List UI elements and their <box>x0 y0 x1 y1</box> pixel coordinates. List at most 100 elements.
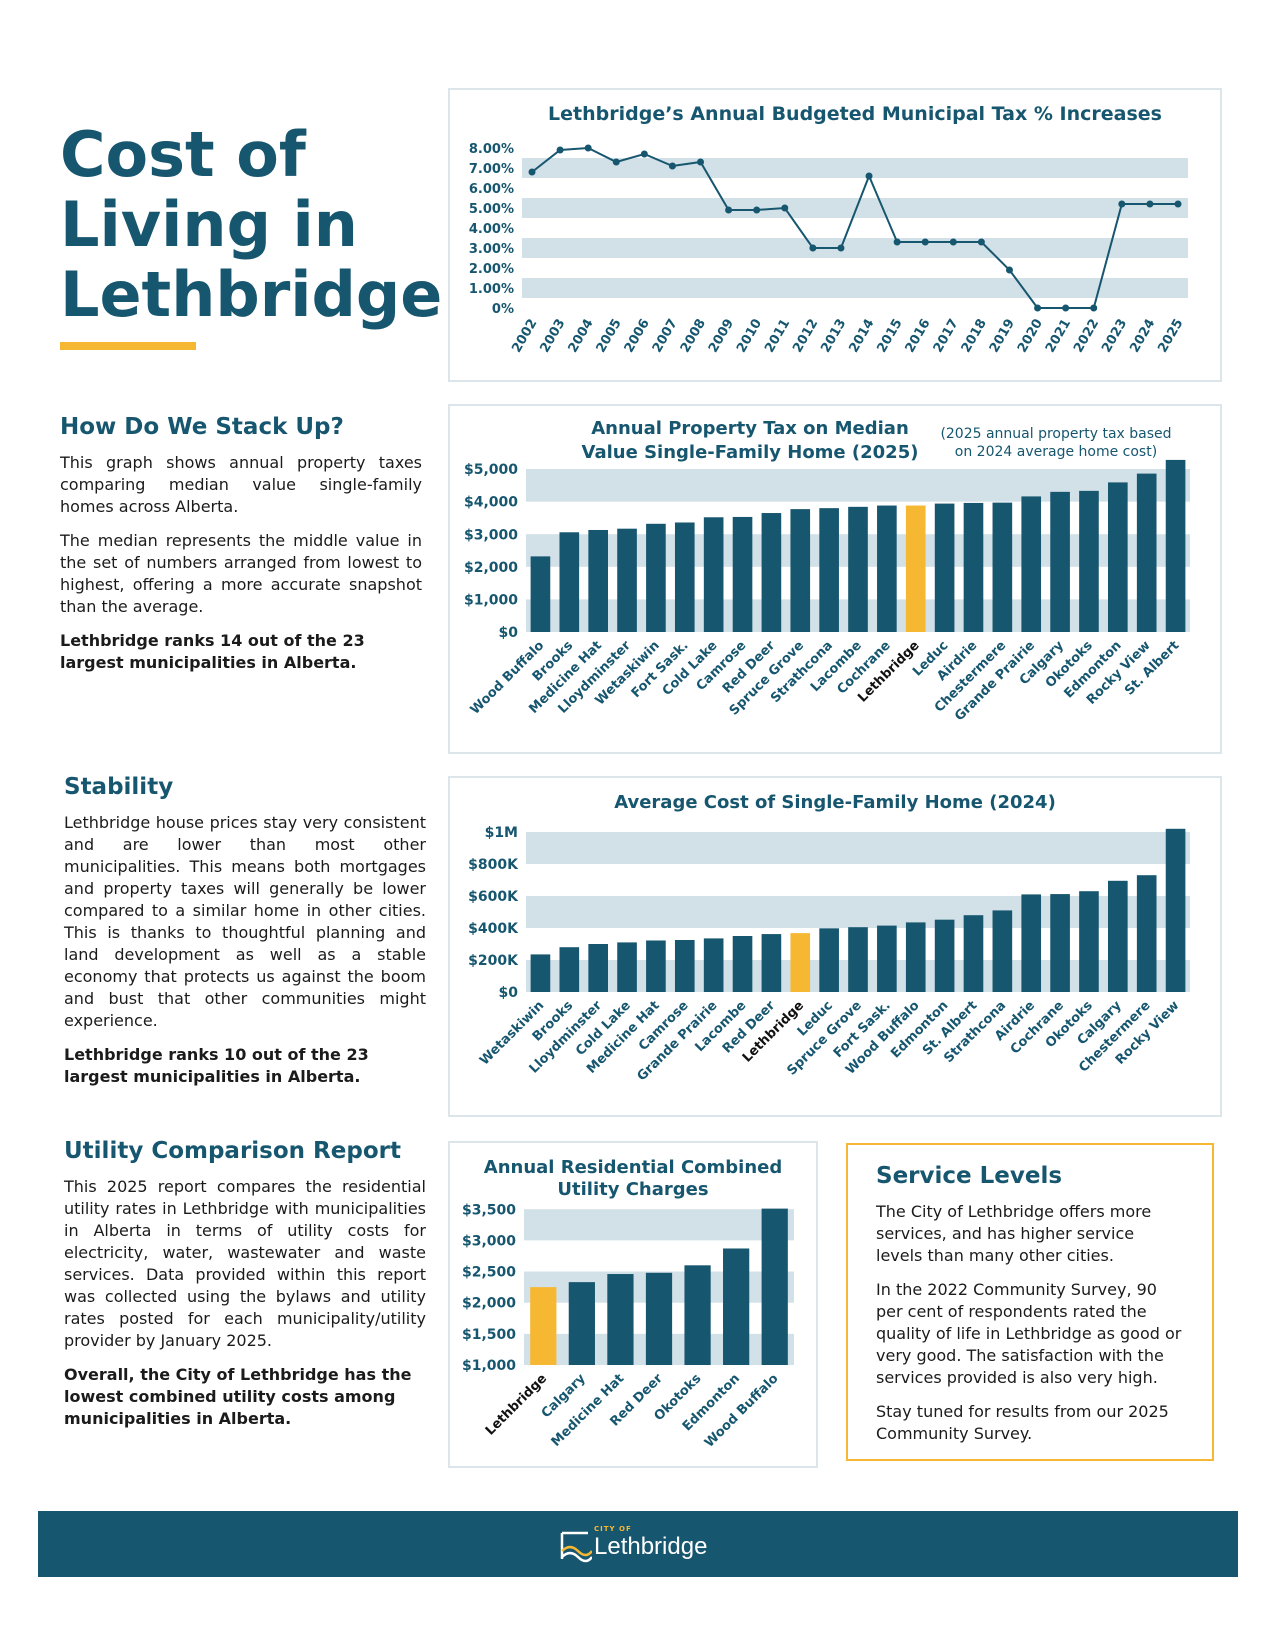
bar <box>877 925 897 992</box>
bar <box>761 513 782 632</box>
chart-title-line-1: Annual Property Tax on Median <box>591 418 909 439</box>
stack-up-paragraph-1: This graph shows annual property taxes c… <box>60 453 422 516</box>
bar <box>934 503 955 632</box>
data-point <box>893 238 901 246</box>
data-point <box>921 238 929 246</box>
y-tick-label: 3.00% <box>469 242 514 257</box>
data-point <box>977 238 985 246</box>
title-line-2: Living in <box>60 188 358 261</box>
stability-paragraph: Lethbridge house prices stay very consis… <box>64 813 426 1030</box>
data-point <box>1174 200 1182 208</box>
bar <box>848 506 868 632</box>
city-logo[interactable]: CITY OF Lethbridge <box>558 1523 758 1567</box>
utility-heading: Utility Comparison Report <box>64 1138 401 1164</box>
bar <box>684 1265 711 1365</box>
y-tick-label: $0 <box>499 985 519 1001</box>
y-tick-label: $800K <box>468 857 519 873</box>
data-point <box>809 244 817 252</box>
utility-conclusion: Overall, the City of Lethbridge has the … <box>64 1365 412 1428</box>
bar <box>530 1287 557 1365</box>
grid-band <box>522 198 1188 218</box>
data-point <box>668 162 676 170</box>
bar <box>963 915 984 992</box>
y-tick-label: $3,500 <box>462 1202 516 1218</box>
x-tick-label: 2007 <box>650 317 681 356</box>
tax-increase-chart-panel: Lethbridge’s Annual Budgeted Municipal T… <box>448 88 1222 382</box>
title-line-1: Cost of <box>60 118 306 191</box>
bar <box>559 947 580 992</box>
property-tax-chart-panel: $0 $1,000 $2,000 $3,000 $4,000 $5,000 Wood Buf… <box>448 404 1222 754</box>
data-point <box>725 206 733 214</box>
bar <box>1136 473 1157 632</box>
bar <box>992 502 1013 632</box>
bar <box>1079 490 1099 632</box>
stability-rank: Lethbridge ranks 10 out of the 23 larges… <box>64 1045 369 1086</box>
bar <box>790 933 811 992</box>
data-point <box>781 204 789 212</box>
chart-title: Average Cost of Single-Family Home (2024… <box>614 792 1056 813</box>
x-tick-label: 2014 <box>846 317 877 356</box>
data-point <box>1062 304 1070 312</box>
y-tick-label: $1,000 <box>462 1358 516 1374</box>
x-tick-label: 2012 <box>790 317 821 356</box>
page-title: Cost of Living in Lethbridge <box>60 118 443 331</box>
x-tick-label: 2010 <box>734 317 765 356</box>
y-tick-label: 6.00% <box>469 182 514 197</box>
chart-note-line-2: on 2024 average home cost) <box>955 444 1157 460</box>
x-tick-label: 2006 <box>622 317 653 356</box>
stack-up-rank: Lethbridge ranks 14 out of the 23 larges… <box>60 631 365 672</box>
x-tick-label: 2016 <box>903 317 934 356</box>
bar <box>848 927 868 992</box>
stack-up-section: How Do We Stack Up? This graph shows ann… <box>60 414 422 686</box>
y-tick-label: 0% <box>492 302 514 317</box>
stack-up-paragraph-2: The median represents the middle value i… <box>60 531 422 616</box>
logo-wordmark: Lethbridge <box>594 1533 708 1560</box>
data-point <box>753 206 761 214</box>
series-line <box>531 146 1178 309</box>
y-tick-label: $600K <box>468 889 519 905</box>
x-tick-label: 2013 <box>818 317 849 356</box>
bar <box>588 944 608 992</box>
x-tick-label: 2015 <box>875 317 906 356</box>
grid-band <box>522 238 1188 258</box>
data-point <box>865 172 873 180</box>
x-tick-label: 2003 <box>537 317 568 356</box>
bar <box>1108 880 1128 992</box>
y-tick-label: $200K <box>468 953 519 969</box>
bar <box>703 938 724 992</box>
title-line-3: Lethbridge <box>60 258 443 331</box>
bar <box>934 919 955 992</box>
y-tick-label: $2,000 <box>462 1296 516 1312</box>
bar <box>530 556 551 632</box>
stack-up-heading: How Do We Stack Up? <box>60 414 344 440</box>
bar <box>732 936 753 992</box>
x-tick-label: 2011 <box>762 317 793 356</box>
data-point <box>640 150 648 158</box>
data-point <box>1005 266 1013 274</box>
y-tick-label: $400K <box>468 921 519 937</box>
bar <box>1050 894 1070 992</box>
utility-chart-panel: $1,000 $1,500 $2,000 $2,500 $3,000 $3,500 Leth… <box>448 1141 818 1468</box>
grid-band <box>524 1209 794 1241</box>
data-point <box>697 158 705 166</box>
y-tick-label: $1,000 <box>464 592 518 608</box>
utility-section: Utility Comparison Report This 2025 repo… <box>64 1138 426 1442</box>
y-tick-label: $3,000 <box>462 1233 516 1249</box>
logo-city-of: CITY OF <box>594 1525 632 1533</box>
bar <box>1108 482 1128 632</box>
bar <box>963 502 984 632</box>
utility-paragraph: This 2025 report compares the residentia… <box>64 1177 426 1350</box>
data-point <box>1034 304 1042 312</box>
bar <box>1079 891 1099 992</box>
bar <box>674 940 695 992</box>
bar <box>819 508 839 632</box>
bar <box>559 532 580 632</box>
x-tick-label: 2005 <box>594 317 625 356</box>
x-tick-label: 2025 <box>1155 317 1186 356</box>
y-tick-label: $2,500 <box>462 1265 516 1281</box>
service-paragraph-1: The City of Lethbridge offers more servi… <box>876 1202 1152 1265</box>
bar <box>617 942 637 992</box>
bar <box>905 505 926 632</box>
bar <box>568 1282 595 1365</box>
